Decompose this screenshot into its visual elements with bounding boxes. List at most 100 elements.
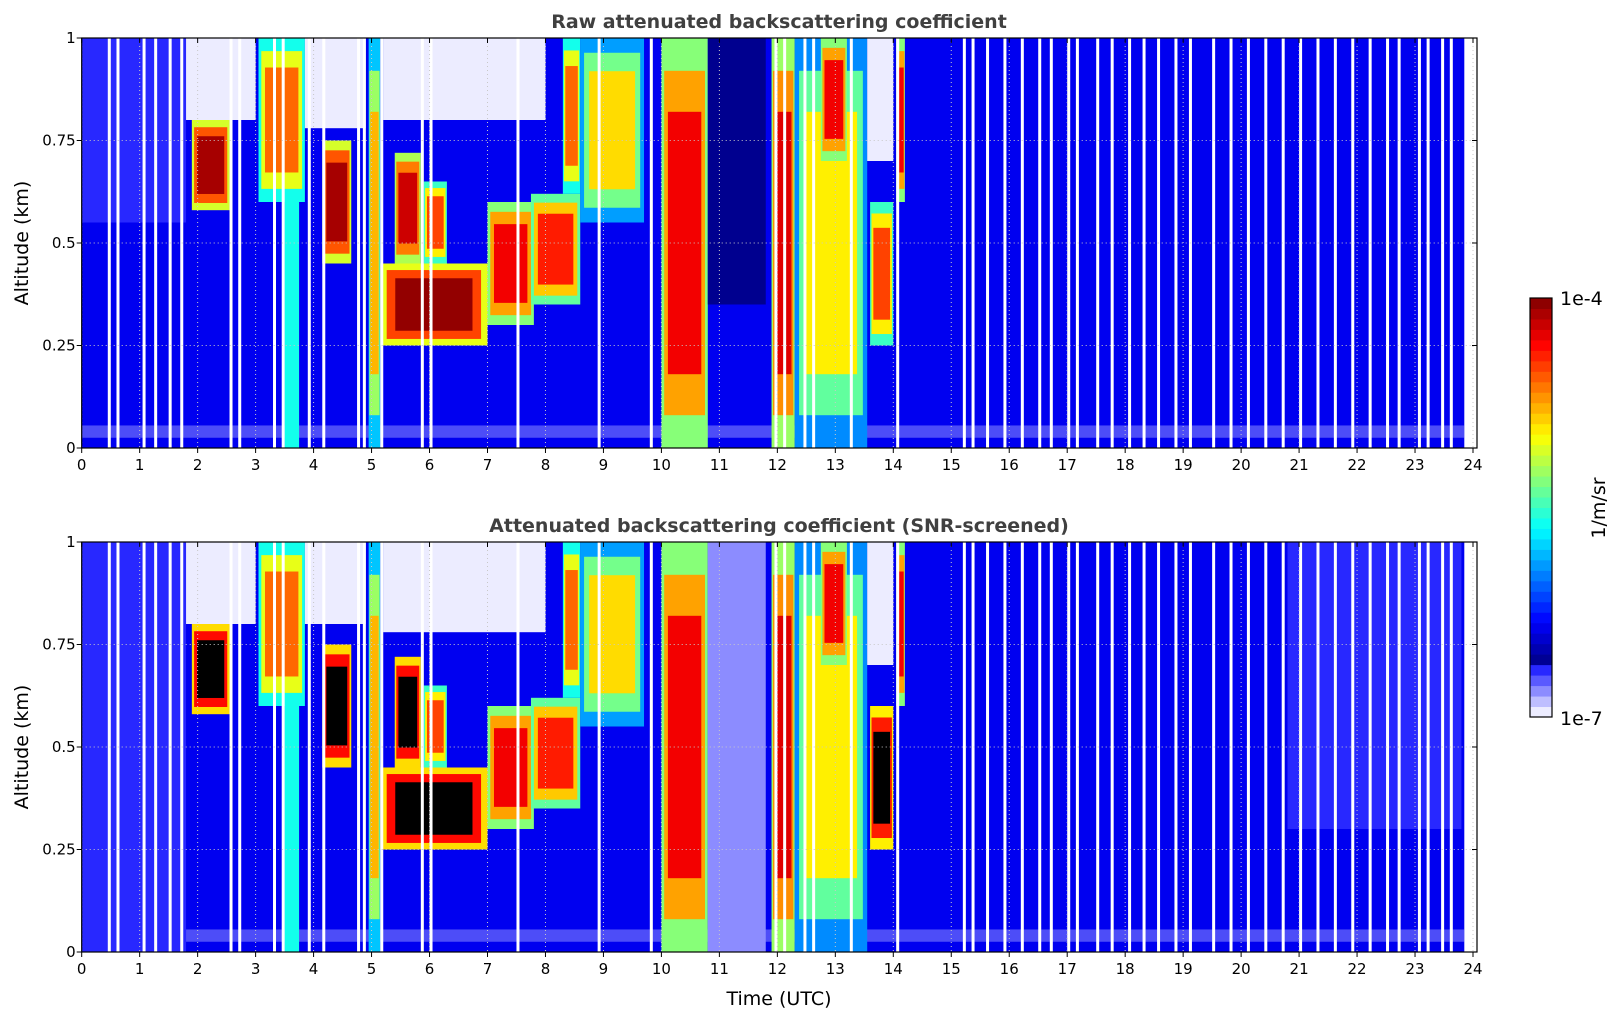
x-tick-label: 18	[1116, 960, 1135, 978]
x-tick-label: 1	[135, 960, 145, 978]
missing-data-column	[649, 38, 653, 448]
missing-data-column	[1049, 38, 1053, 448]
missing-data-column	[774, 38, 778, 448]
missing-data-column	[1417, 542, 1421, 952]
cloud-core-cell	[395, 782, 473, 835]
colorbar-step	[1530, 339, 1552, 351]
y-tick-label: 0.25	[42, 337, 75, 355]
x-tick-label: 12	[768, 456, 787, 474]
clear-sky-cell	[867, 38, 894, 161]
x-tick-label: 21	[1290, 456, 1309, 474]
missing-data-column	[1281, 542, 1285, 952]
y-tick-label: 1	[66, 29, 76, 47]
y-tick-label: 0.75	[42, 636, 75, 654]
missing-data-column	[307, 38, 311, 448]
cloud-core-cell	[897, 571, 904, 677]
x-tick-label: 8	[541, 960, 551, 978]
colorbar-step	[1530, 423, 1552, 435]
clear-sky-cell	[707, 38, 766, 305]
x-tick-label: 16	[1000, 960, 1019, 978]
x-tick-label: 6	[425, 960, 435, 978]
missing-data-column	[429, 542, 433, 952]
cloud-core-cell	[589, 575, 636, 694]
colorbar-step	[1530, 507, 1552, 519]
colorbar-step	[1530, 706, 1552, 718]
clear-sky-cell	[707, 542, 766, 952]
missing-data-column	[229, 542, 233, 952]
colorbar-step	[1530, 538, 1552, 550]
missing-data-column	[1110, 542, 1114, 952]
colorbar-step	[1530, 360, 1552, 372]
missing-data-column	[1426, 38, 1430, 448]
cloud-core-cell	[537, 213, 574, 285]
missing-data-column	[1449, 38, 1453, 448]
colorbar-step	[1530, 476, 1552, 488]
missing-data-column	[849, 542, 853, 952]
missing-data-column	[1299, 542, 1303, 952]
cloud-core-cell	[326, 162, 348, 242]
missing-data-column	[1096, 38, 1100, 448]
cloud-core-cell	[589, 71, 636, 190]
colorbar	[1529, 297, 1553, 718]
missing-data-column	[1110, 38, 1114, 448]
missing-data-column	[1096, 542, 1100, 952]
missing-data-column	[1003, 542, 1007, 952]
missing-data-column	[1333, 542, 1337, 952]
colorbar-step	[1530, 298, 1552, 309]
colorbar-step	[1530, 308, 1552, 320]
x-tick-label: 20	[1232, 456, 1251, 474]
clear-sky-cell	[383, 38, 546, 120]
missing-data-column	[142, 542, 146, 952]
cloud-core-cell	[398, 172, 418, 244]
x-axis-label: Time (UTC)	[725, 988, 831, 1010]
missing-data-column	[783, 542, 787, 952]
clear-sky-cell	[304, 542, 366, 624]
cloud-core-cell	[537, 717, 574, 789]
colorbar-step	[1530, 633, 1552, 645]
colorbar-step	[1530, 696, 1552, 708]
missing-data-column	[896, 38, 900, 448]
x-tick-label: 12	[768, 960, 787, 978]
colorbar-step	[1530, 392, 1552, 404]
cloud-core-cell	[326, 666, 348, 746]
x-tick-label: 1	[135, 456, 145, 474]
missing-data-column	[322, 38, 326, 448]
missing-data-column	[783, 38, 787, 448]
clear-sky-cell	[304, 38, 366, 129]
y-tick-label: 0.25	[42, 841, 75, 859]
y-tick-label: 0.75	[42, 132, 75, 150]
panel-1-ylabel: Altitude (km)	[11, 181, 33, 306]
colorbar-step	[1530, 371, 1552, 383]
missing-data-column	[1229, 38, 1233, 448]
missing-data-column	[1174, 38, 1178, 448]
missing-data-column	[362, 38, 366, 448]
missing-data-column	[597, 38, 601, 448]
missing-data-column	[1351, 542, 1355, 952]
cloud-core-cell	[398, 676, 418, 748]
colorbar-step	[1530, 381, 1552, 393]
x-tick-label: 4	[309, 960, 319, 978]
colorbar-step	[1530, 434, 1552, 446]
colorbar-step	[1530, 643, 1552, 655]
missing-data-column	[986, 38, 990, 448]
cloud-core-cell	[873, 227, 891, 320]
x-tick-label: 18	[1116, 456, 1135, 474]
x-tick-label: 14	[884, 456, 903, 474]
missing-data-column	[962, 38, 966, 448]
missing-data-column	[649, 542, 653, 952]
missing-data-column	[1386, 542, 1390, 952]
missing-data-column	[971, 38, 975, 448]
x-tick-label: 22	[1348, 960, 1367, 978]
colorbar-step	[1530, 329, 1552, 341]
colorbar-step	[1530, 664, 1552, 676]
x-tick-label: 13	[826, 456, 845, 474]
cloud-core-cell	[897, 67, 904, 173]
missing-data-column	[307, 542, 311, 952]
missing-data-column	[1142, 38, 1146, 448]
colorbar-step	[1530, 622, 1552, 634]
x-tick-label: 16	[1000, 456, 1019, 474]
cloud-core-cell	[493, 728, 528, 807]
x-tick-label: 9	[599, 456, 609, 474]
colorbar-step	[1530, 517, 1552, 529]
